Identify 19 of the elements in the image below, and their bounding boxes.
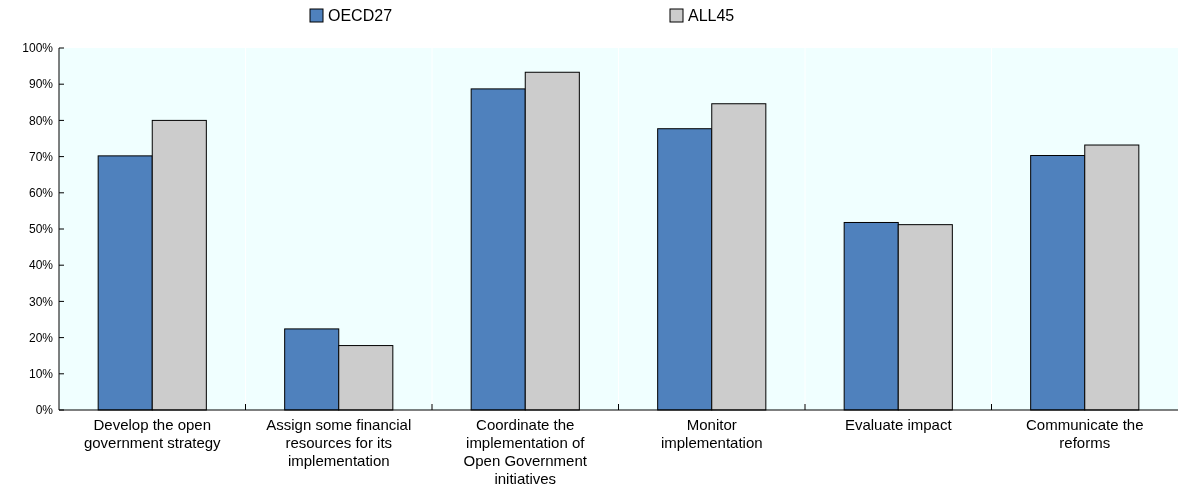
legend-label: ALL45 [688,7,735,24]
y-tick-label: 80% [28,113,54,128]
y-tick-label: 70% [28,149,54,164]
legend-label: OECD27 [328,7,393,24]
x-tick-label: Evaluate impact [844,416,953,433]
x-tick-label: Communicate the reforms [1025,416,1144,451]
y-tick-label: 10% [28,367,54,381]
x-tick-label: Coordinate the implementation of Open Government initiatives [463,416,588,487]
y-tick-label: 100% [22,41,54,56]
y-tick-label: 60% [28,186,54,200]
x-tick-label: Monitor implementation [660,416,763,451]
y-tick-label: 40% [28,258,54,273]
x-tick-label: Assign some financial resources for its implementation [266,416,412,469]
y-tick-label: 20% [28,330,54,345]
y-tick-label: 90% [28,77,54,92]
y-tick-label: 50% [28,222,54,237]
x-tick-label: Develop the open government strategy [83,416,222,451]
y-tick-label: 0% [35,403,54,418]
y-tick-label: 30% [28,294,54,309]
